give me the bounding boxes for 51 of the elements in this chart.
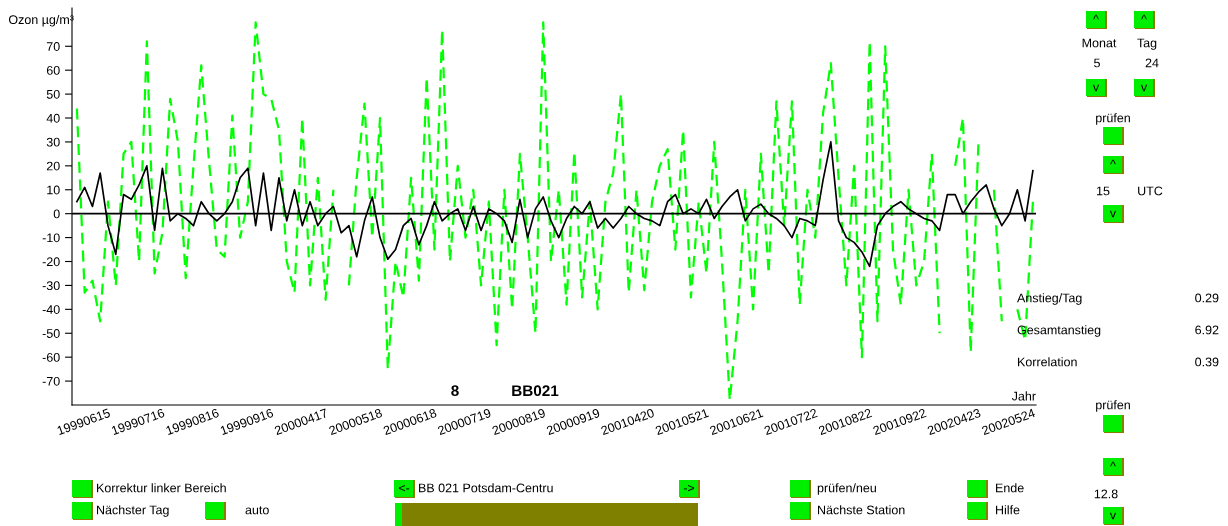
y-tick-label: -30 [42,281,60,291]
text: 12.8 [1094,489,1118,499]
text: v [1140,84,1148,92]
text: ^ [1110,461,1116,467]
y-tick-label: 0 [53,209,60,219]
annotation: 8 [451,385,459,397]
text: ^ [1141,14,1147,20]
text: prüfen [1096,113,1130,125]
y-tick-label: 40 [46,113,60,123]
text: Hilfe [996,505,1020,515]
text: v [1092,84,1100,92]
y-tick-label: -10 [42,233,60,243]
text: 6.92 [1195,325,1219,335]
text: prüfen [1096,400,1130,412]
text: Nächste Station [818,505,905,515]
y-tick-label: -60 [42,352,60,362]
annotation: Anstieg/Tag [1017,293,1082,305]
y-tick-label: -40 [42,305,60,314]
y-tick-label: 50 [46,89,60,99]
text: v [1109,512,1117,520]
y-tick-label: 70 [46,42,60,51]
text: Tag [1137,38,1157,50]
text: Monat [1082,38,1117,48]
text: v [1109,210,1117,218]
text: -> [683,484,695,492]
text: Korrektur linker Bereich [97,483,226,493]
text: BB 021 Potsdam-Centru [419,483,553,493]
text: auto [245,506,269,515]
line-series [76,141,1034,268]
text: Ende [996,483,1024,493]
annotation: BB021 [512,385,559,397]
text: <- [398,484,410,492]
text: Nächster Tag [97,505,169,517]
y-tick-label: 30 [46,137,60,147]
annotation: Korrelation [1018,357,1077,367]
text: ^ [1110,159,1116,165]
text: ^ [1093,14,1099,20]
y-tick-label: 60 [46,65,60,75]
text: 0.39 [1195,357,1219,367]
x-axis-title: Jahr [1011,391,1036,401]
text: 5 [1094,58,1100,68]
text: 15 [1097,186,1110,196]
y-tick-label: -20 [42,257,60,267]
text: 0.29 [1195,293,1219,303]
y-tick-label: -50 [42,329,60,338]
y-tick-label: 10 [47,185,60,195]
text: 24 [1145,58,1159,68]
y-tick-label: -70 [42,376,60,386]
text: UTC [1138,186,1163,196]
text: prüfen/neu [817,483,876,495]
y-tick-label: 20 [46,161,60,171]
